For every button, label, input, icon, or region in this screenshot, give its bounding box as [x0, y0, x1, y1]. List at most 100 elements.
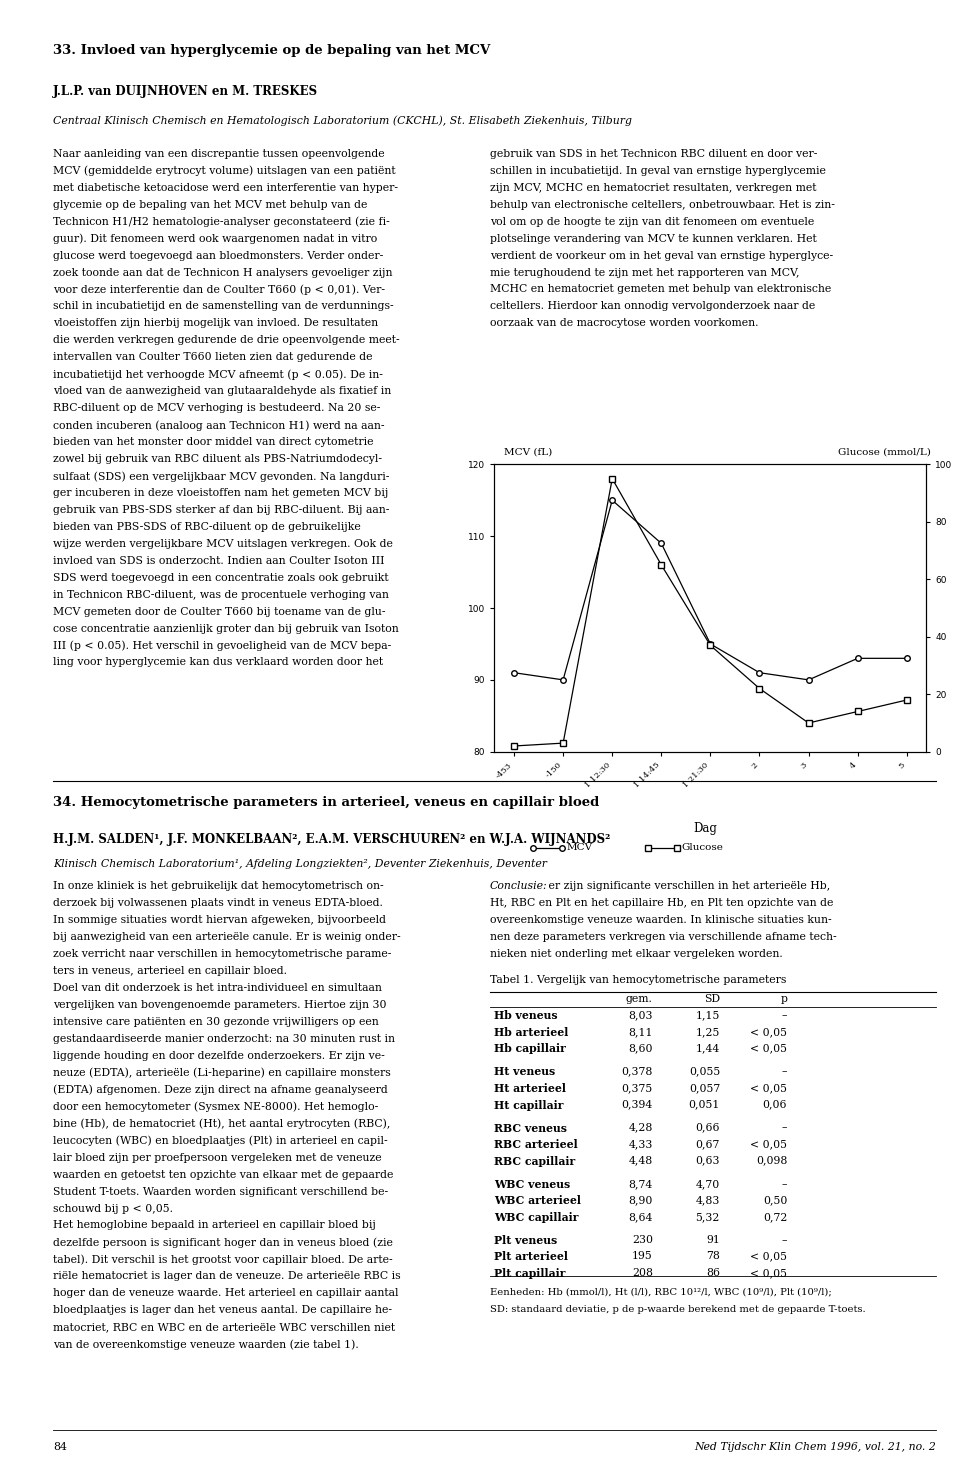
Text: schil in incubatietijd en de samenstelling van de verdunnings-: schil in incubatietijd en de samenstelli…: [53, 301, 394, 311]
Text: 8,64: 8,64: [629, 1212, 653, 1222]
Text: liggende houding en door dezelfde onderzoekers. Er zijn ve-: liggende houding en door dezelfde onderz…: [53, 1051, 385, 1061]
Text: Glucose (mmol/L): Glucose (mmol/L): [838, 448, 931, 457]
Text: bieden van het monster door middel van direct cytometrie: bieden van het monster door middel van d…: [53, 436, 373, 447]
Text: glucose werd toegevoegd aan bloedmonsters. Verder onder-: glucose werd toegevoegd aan bloedmonster…: [53, 251, 383, 261]
Text: overeenkomstige veneuze waarden. In klinische situaties kun-: overeenkomstige veneuze waarden. In klin…: [490, 915, 831, 926]
Text: Ht capillair: Ht capillair: [494, 1100, 564, 1110]
Text: 1,25: 1,25: [696, 1027, 720, 1036]
Text: 8,60: 8,60: [628, 1044, 653, 1054]
Text: gem.: gem.: [626, 993, 653, 1004]
Text: RBC-diluent op de MCV verhoging is bestudeerd. Na 20 se-: RBC-diluent op de MCV verhoging is bestu…: [53, 402, 380, 413]
Text: 34. Hemocytometrische parameters in arterieel, veneus en capillair bloed: 34. Hemocytometrische parameters in arte…: [53, 796, 599, 809]
Text: zijn MCV, MCHC en hematocriet resultaten, verkregen met: zijn MCV, MCHC en hematocriet resultaten…: [490, 183, 816, 193]
Text: –: –: [781, 1123, 787, 1132]
Text: 8,11: 8,11: [628, 1027, 653, 1036]
Text: MCV (fL): MCV (fL): [504, 448, 552, 457]
Text: 0,378: 0,378: [621, 1067, 653, 1076]
Text: matocriet, RBC en WBC en de arterieële WBC verschillen niet: matocriet, RBC en WBC en de arterieële W…: [53, 1322, 395, 1332]
Text: 0,057: 0,057: [688, 1083, 720, 1094]
Text: Plt arterieel: Plt arterieel: [494, 1251, 568, 1262]
Text: Centraal Klinisch Chemisch en Hematologisch Laboratorium (CKCHL), St. Elisabeth : Centraal Klinisch Chemisch en Hematologi…: [53, 115, 632, 125]
Text: WBC capillair: WBC capillair: [494, 1212, 579, 1223]
Text: p: p: [780, 993, 787, 1004]
Text: –: –: [781, 1179, 787, 1188]
Text: Het hemoglobine bepaald in arterieel en capillair bloed bij: Het hemoglobine bepaald in arterieel en …: [53, 1220, 375, 1231]
Text: –: –: [781, 1010, 787, 1020]
Text: ters in veneus, arterieel en capillair bloed.: ters in veneus, arterieel en capillair b…: [53, 967, 287, 976]
Text: riële hematocriet is lager dan de veneuze. De arterieële RBC is: riële hematocriet is lager dan de veneuz…: [53, 1272, 400, 1281]
Text: Doel van dit onderzoek is het intra-individueel en simultaan: Doel van dit onderzoek is het intra-indi…: [53, 983, 382, 993]
Text: gebruik van SDS in het Technicon RBC diluent en door ver-: gebruik van SDS in het Technicon RBC dil…: [490, 149, 817, 159]
Text: WBC veneus: WBC veneus: [494, 1179, 570, 1190]
Text: (EDTA) afgenomen. Deze zijn direct na afname geanalyseerd: (EDTA) afgenomen. Deze zijn direct na af…: [53, 1085, 388, 1095]
Text: Plt veneus: Plt veneus: [494, 1235, 558, 1246]
Text: tabel). Dit verschil is het grootst voor capillair bloed. De arte-: tabel). Dit verschil is het grootst voor…: [53, 1254, 393, 1265]
Text: 4,48: 4,48: [629, 1156, 653, 1166]
Text: neuze (EDTA), arterieële (Li-heparine) en capillaire monsters: neuze (EDTA), arterieële (Li-heparine) e…: [53, 1069, 391, 1079]
Text: Conclusie:: Conclusie:: [490, 881, 547, 892]
Text: schillen in incubatietijd. In geval van ernstige hyperglycemie: schillen in incubatietijd. In geval van …: [490, 167, 826, 175]
Text: < 0,05: < 0,05: [750, 1083, 787, 1094]
Text: 0,375: 0,375: [621, 1083, 653, 1094]
Text: 0,055: 0,055: [688, 1067, 720, 1076]
Text: 91: 91: [707, 1235, 720, 1246]
Text: RBC capillair: RBC capillair: [494, 1156, 576, 1166]
Text: ger incuberen in deze vloeistoffen nam het gemeten MCV bij: ger incuberen in deze vloeistoffen nam h…: [53, 488, 388, 498]
Text: zoek verricht naar verschillen in hemocytometrische parame-: zoek verricht naar verschillen in hemocy…: [53, 949, 391, 960]
Text: bij aanwezigheid van een arterieële canule. Er is weinig onder-: bij aanwezigheid van een arterieële canu…: [53, 933, 400, 942]
Text: Technicon H1/H2 hematologie-analyser geconstateerd (zie fi-: Technicon H1/H2 hematologie-analyser gec…: [53, 217, 390, 227]
Text: Tabel 1. Vergelijk van hemocytometrische parameters: Tabel 1. Vergelijk van hemocytometrische…: [490, 974, 786, 985]
Text: 0,098: 0,098: [756, 1156, 787, 1166]
Text: gestandaardiseerde manier onderzocht: na 30 minuten rust in: gestandaardiseerde manier onderzocht: na…: [53, 1035, 395, 1044]
Text: bine (Hb), de hematocriet (Ht), het aantal erytrocyten (RBC),: bine (Hb), de hematocriet (Ht), het aant…: [53, 1119, 390, 1129]
Text: Ht veneus: Ht veneus: [494, 1067, 556, 1077]
Text: 208: 208: [632, 1268, 653, 1278]
Text: in Technicon RBC-diluent, was de procentuele verhoging van: in Technicon RBC-diluent, was de procent…: [53, 590, 389, 600]
Text: Hb veneus: Hb veneus: [494, 1010, 558, 1021]
Text: bieden van PBS-SDS of RBC-diluent op de gebruikelijke: bieden van PBS-SDS of RBC-diluent op de …: [53, 522, 361, 532]
Text: SD: standaard deviatie, p de p-waarde berekend met de gepaarde T-toets.: SD: standaard deviatie, p de p-waarde be…: [490, 1304, 865, 1313]
Text: Klinisch Chemisch Laboratorium¹, Afdeling Longziekten², Deventer Ziekenhuis, Dev: Klinisch Chemisch Laboratorium¹, Afdelin…: [53, 859, 547, 870]
Text: Hb capillair: Hb capillair: [494, 1044, 566, 1054]
Text: schouwd bij p < 0,05.: schouwd bij p < 0,05.: [53, 1204, 173, 1213]
Text: invloed van SDS is onderzocht. Indien aan Coulter Isoton III: invloed van SDS is onderzocht. Indien aa…: [53, 556, 384, 566]
Text: ling voor hyperglycemie kan dus verklaard worden door het: ling voor hyperglycemie kan dus verklaar…: [53, 657, 383, 668]
Text: celtellers. Hierdoor kan onnodig vervolgonderzoek naar de: celtellers. Hierdoor kan onnodig vervolg…: [490, 301, 815, 311]
Text: met diabetische ketoacidose werd een interferentie van hyper-: met diabetische ketoacidose werd een int…: [53, 183, 397, 193]
Text: lair bloed zijn per proefpersoon vergeleken met de veneuze: lair bloed zijn per proefpersoon vergele…: [53, 1153, 381, 1163]
Text: 0,67: 0,67: [696, 1139, 720, 1150]
Text: Naar aanleiding van een discrepantie tussen opeenvolgende: Naar aanleiding van een discrepantie tus…: [53, 149, 384, 159]
Text: 195: 195: [632, 1251, 653, 1262]
Text: oorzaak van de macrocytose worden voorkomen.: oorzaak van de macrocytose worden voorko…: [490, 318, 758, 329]
Text: III (p < 0.05). Het verschil in gevoeligheid van de MCV bepa-: III (p < 0.05). Het verschil in gevoelig…: [53, 640, 391, 652]
Text: 33. Invloed van hyperglycemie op de bepaling van het MCV: 33. Invloed van hyperglycemie op de bepa…: [53, 44, 490, 57]
Text: waarden en getoetst ten opzichte van elkaar met de gepaarde: waarden en getoetst ten opzichte van elk…: [53, 1170, 394, 1179]
Text: nieken niet onderling met elkaar vergeleken worden.: nieken niet onderling met elkaar vergele…: [490, 949, 782, 960]
Text: conden incuberen (analoog aan Technicon H1) werd na aan-: conden incuberen (analoog aan Technicon …: [53, 420, 384, 430]
Text: behulp van electronische celtellers, onbetrouwbaar. Het is zin-: behulp van electronische celtellers, onb…: [490, 199, 834, 209]
Text: door een hemocytometer (Sysmex NE-8000). Het hemoglo-: door een hemocytometer (Sysmex NE-8000).…: [53, 1103, 378, 1113]
Text: zowel bij gebruik van RBC diluent als PBS-Natriumdodecyl-: zowel bij gebruik van RBC diluent als PB…: [53, 454, 382, 464]
Text: 0,50: 0,50: [763, 1195, 787, 1206]
Text: < 0,05: < 0,05: [750, 1251, 787, 1262]
Text: J.L.P. van DUIJNHOVEN en M. TRESKES: J.L.P. van DUIJNHOVEN en M. TRESKES: [53, 85, 318, 99]
Text: nen deze parameters verkregen via verschillende afname tech-: nen deze parameters verkregen via versch…: [490, 933, 836, 942]
Text: er zijn significante verschillen in het arterieële Hb,: er zijn significante verschillen in het …: [545, 881, 830, 892]
Text: hoger dan de veneuze waarde. Het arterieel en capillair aantal: hoger dan de veneuze waarde. Het arterie…: [53, 1288, 398, 1299]
Text: intensive care patiënten en 30 gezonde vrijwilligers op een: intensive care patiënten en 30 gezonde v…: [53, 1017, 378, 1027]
Text: verdient de voorkeur om in het geval van ernstige hyperglyce-: verdient de voorkeur om in het geval van…: [490, 251, 832, 261]
Text: 86: 86: [706, 1268, 720, 1278]
Text: 8,90: 8,90: [629, 1195, 653, 1206]
Text: Hb arterieel: Hb arterieel: [494, 1027, 568, 1038]
Text: Ht arterieel: Ht arterieel: [494, 1083, 566, 1094]
Text: MCHC en hematocriet gemeten met behulp van elektronische: MCHC en hematocriet gemeten met behulp v…: [490, 284, 830, 295]
Text: vloed van de aanwezigheid van glutaaraldehyde als fixatief in: vloed van de aanwezigheid van glutaarald…: [53, 386, 391, 397]
Text: 1,44: 1,44: [696, 1044, 720, 1054]
Text: van de overeenkomstige veneuze waarden (zie tabel 1).: van de overeenkomstige veneuze waarden (…: [53, 1340, 358, 1350]
Text: sulfaat (SDS) een vergelijkbaar MCV gevonden. Na langduri-: sulfaat (SDS) een vergelijkbaar MCV gevo…: [53, 470, 389, 482]
Text: WBC arterieel: WBC arterieel: [494, 1195, 582, 1206]
Text: vloeistoffen zijn hierbij mogelijk van invloed. De resultaten: vloeistoffen zijn hierbij mogelijk van i…: [53, 318, 378, 329]
Text: RBC arterieel: RBC arterieel: [494, 1139, 578, 1150]
Text: 4,28: 4,28: [629, 1123, 653, 1132]
Text: 0,72: 0,72: [763, 1212, 787, 1222]
